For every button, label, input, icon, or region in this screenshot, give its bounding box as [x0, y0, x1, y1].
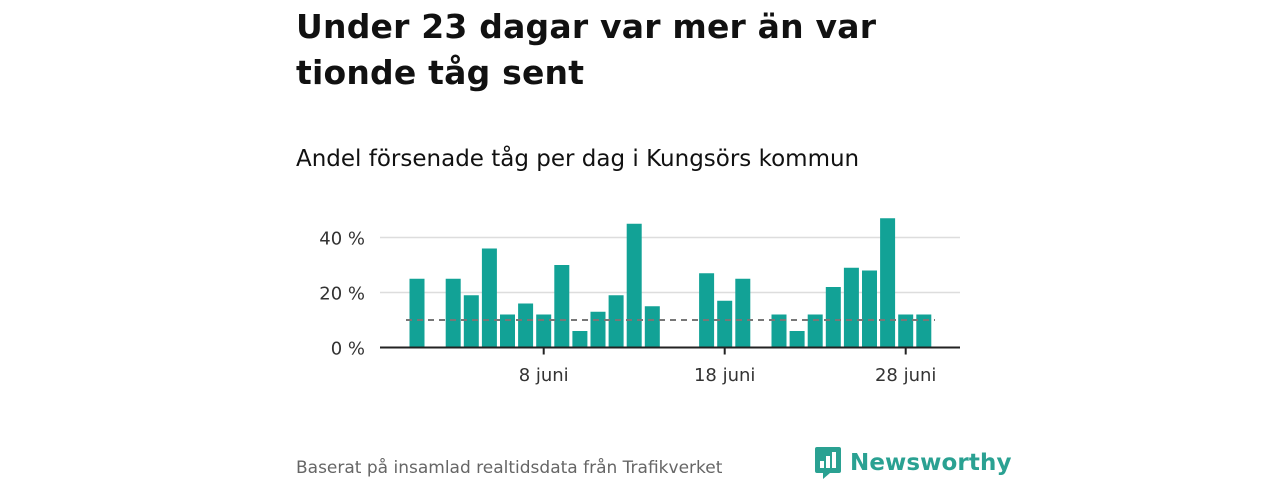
bar: [825, 287, 841, 348]
bar: [735, 278, 751, 348]
bar: [463, 295, 479, 348]
y-tick-label: 0 %: [331, 339, 365, 360]
bar: [843, 267, 859, 348]
bar: [771, 314, 787, 348]
bar: [554, 265, 570, 348]
bar: [409, 278, 425, 348]
bar: [789, 331, 805, 348]
bar: [626, 223, 642, 348]
bar: [481, 248, 497, 348]
x-tick-label: 28 juni: [875, 365, 936, 386]
bar: [916, 314, 932, 348]
source-note: Baserat på insamlad realtidsdata från Tr…: [296, 458, 723, 478]
bar: [572, 331, 588, 348]
bar: [898, 314, 914, 348]
x-tick-label: 18 juni: [694, 365, 755, 386]
y-tick-label: 40 %: [319, 229, 365, 250]
bar: [518, 303, 534, 348]
bar: [880, 218, 896, 348]
y-tick-label: 20 %: [319, 284, 365, 305]
bar: [445, 278, 461, 348]
bar: [590, 311, 606, 348]
chart-subtitle: Andel försenade tåg per dag i Kungsörs k…: [296, 146, 860, 172]
brand-name: Newsworthy: [850, 450, 1012, 476]
bar: [807, 314, 823, 348]
bar: [862, 270, 877, 348]
bar: [536, 314, 552, 348]
chart-title: Under 23 dagar var mer än var tionde tåg…: [296, 7, 877, 92]
bar: [717, 300, 733, 348]
bar: [699, 273, 715, 348]
bar-chart: 0 % 20 % 40 % 8 juni 18 juni 28 juni: [319, 218, 960, 386]
brand-logo[interactable]: Newsworthy: [814, 446, 1012, 480]
x-tick-label: 8 juni: [519, 365, 569, 386]
bar: [608, 295, 624, 348]
bar: [500, 314, 515, 348]
bar: [644, 306, 660, 348]
newsworthy-logo-icon: [815, 447, 841, 479]
